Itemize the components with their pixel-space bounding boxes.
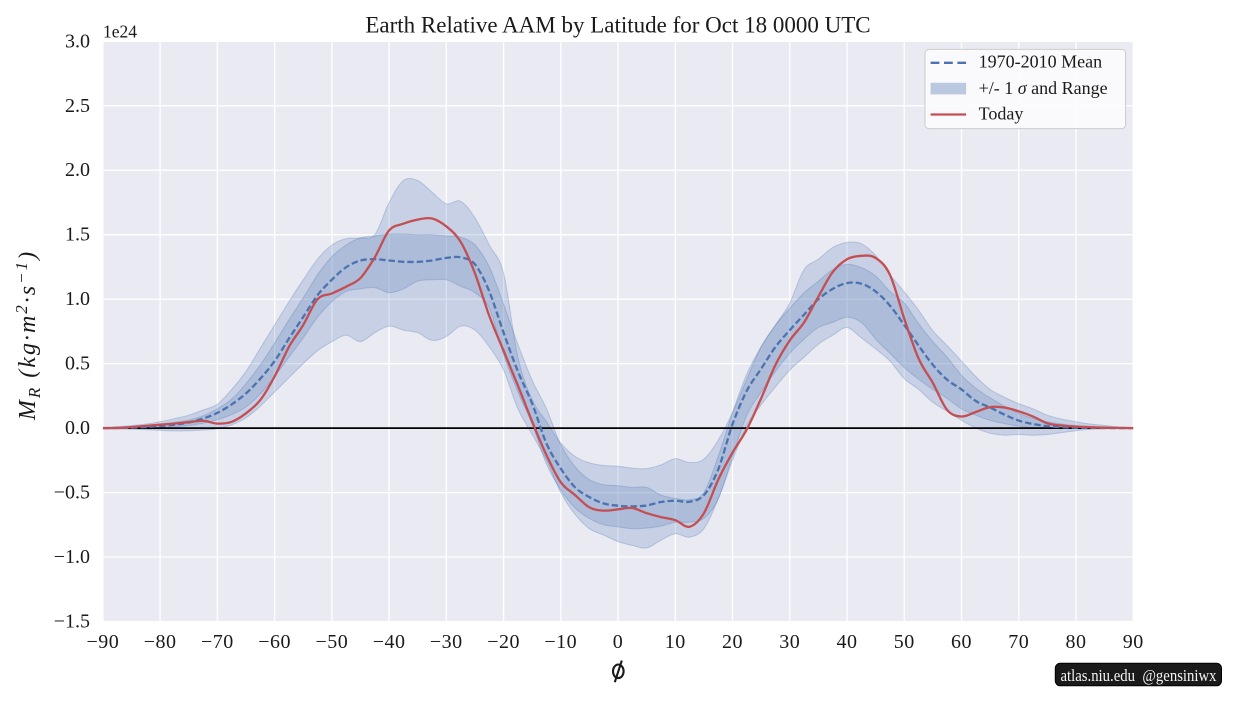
svg-text:20: 20	[722, 631, 743, 653]
svg-text:+/- 1 σ and Range: +/- 1 σ and Range	[979, 78, 1108, 98]
svg-text:−0.5: −0.5	[54, 482, 90, 504]
svg-text:Today: Today	[979, 104, 1024, 124]
svg-text:40: 40	[837, 631, 858, 653]
svg-text:60: 60	[951, 631, 972, 653]
svg-text:80: 80	[1066, 631, 1087, 653]
svg-text:50: 50	[894, 631, 915, 653]
svg-text:−1.5: −1.5	[54, 611, 90, 633]
svg-text:2.5: 2.5	[65, 95, 90, 117]
svg-text:−20: −20	[487, 631, 520, 653]
svg-text:−60: −60	[258, 631, 291, 653]
svg-text:−1.0: −1.0	[54, 546, 90, 568]
svg-text:1.5: 1.5	[65, 224, 90, 246]
svg-text:0.0: 0.0	[65, 417, 90, 439]
svg-text:1.0: 1.0	[65, 288, 90, 310]
svg-text:−90: −90	[87, 631, 120, 653]
svg-text:1970-2010 Mean: 1970-2010 Mean	[979, 52, 1102, 72]
svg-text:1e24: 1e24	[103, 22, 137, 42]
svg-text:90: 90	[1123, 631, 1144, 653]
svg-text:30: 30	[779, 631, 800, 653]
svg-text:−40: −40	[373, 631, 406, 653]
svg-text:−50: −50	[316, 631, 349, 653]
svg-text:atlas.niu.edu @gensiniwx: atlas.niu.edu @gensiniwx	[1061, 666, 1218, 685]
svg-text:−30: −30	[430, 631, 463, 653]
svg-text:10: 10	[665, 631, 686, 653]
svg-text:−80: −80	[144, 631, 177, 653]
svg-text:0.5: 0.5	[65, 353, 90, 375]
svg-text:70: 70	[1008, 631, 1029, 653]
svg-text:−70: −70	[201, 631, 234, 653]
svg-text:−10: −10	[544, 631, 577, 653]
svg-text:3.0: 3.0	[65, 30, 90, 52]
svg-text:0: 0	[613, 631, 624, 653]
svg-text:2.0: 2.0	[65, 159, 90, 181]
svg-text:Earth Relative AAM by Latitude: Earth Relative AAM by Latitude for Oct 1…	[365, 13, 870, 38]
